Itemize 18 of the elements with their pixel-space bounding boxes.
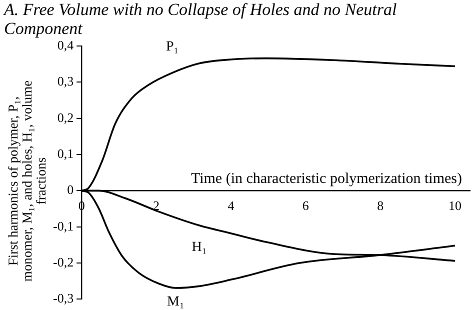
y-axis-title: First harmonics of polymer, P₁, monomer, M₁, and holes, H₁, volume fractions [6, 79, 48, 284]
y-tick-label: 0,3 [57, 74, 74, 89]
series-label: H₁ [192, 240, 207, 256]
x-tick-label: 8 [377, 198, 384, 213]
x-tick-label: 10 [448, 198, 462, 213]
x-tick-label: 4 [228, 198, 235, 213]
y-tick-label: -0,3 [52, 290, 74, 306]
x-tick-label: 6 [302, 198, 310, 213]
y-tick-label: 0,1 [57, 146, 74, 161]
x-axis-title: Time (in characteristic polymerization times) [190, 171, 462, 188]
series-label: M₁ [167, 294, 184, 310]
y-tick-label: 0 [67, 182, 74, 198]
y-tick-label: 0,4 [57, 37, 74, 52]
y-tick-label: 0,2 [57, 110, 74, 125]
y-tick-label: -0,2 [52, 254, 74, 270]
series-label: P₁ [166, 39, 179, 54]
chart-title: A. Free Volume with no Collapse of Holes and no Neutral Component [4, 0, 398, 38]
y-tick-label: -0,1 [52, 218, 74, 234]
